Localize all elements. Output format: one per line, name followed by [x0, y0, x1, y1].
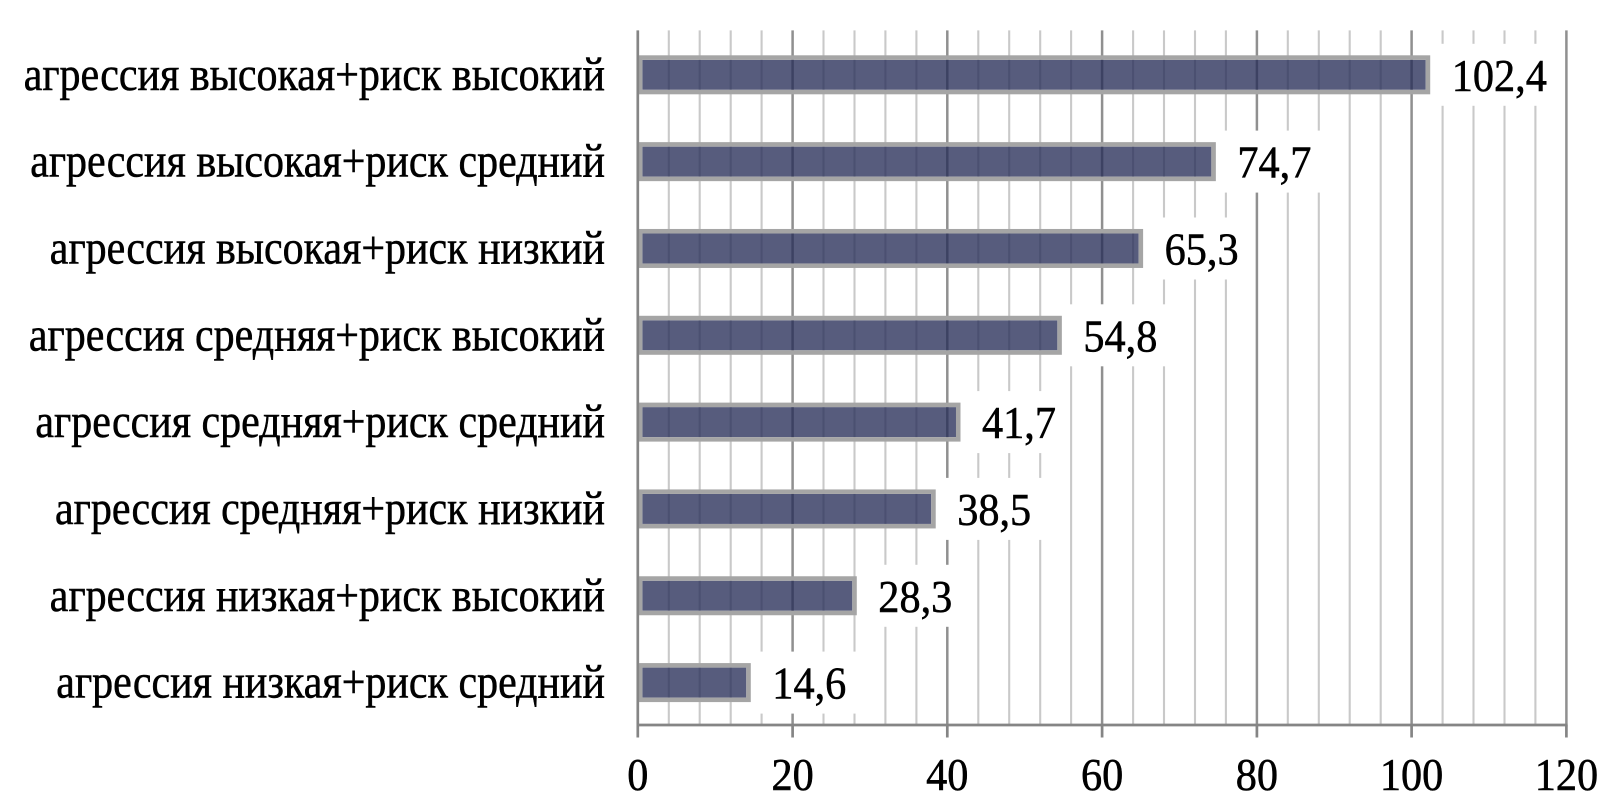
svg-text:40: 40: [926, 750, 968, 800]
svg-text:102,4: 102,4: [1452, 51, 1547, 101]
svg-text:0: 0: [627, 750, 648, 800]
svg-text:агрессия средняя+риск средний: агрессия средняя+риск средний: [35, 395, 605, 448]
svg-text:60: 60: [1081, 750, 1123, 800]
svg-text:80: 80: [1236, 750, 1278, 800]
svg-text:агрессия низкая+риск средний: агрессия низкая+риск средний: [56, 656, 605, 709]
svg-text:65,3: 65,3: [1165, 225, 1239, 275]
svg-text:54,8: 54,8: [1083, 311, 1157, 361]
svg-text:120: 120: [1535, 750, 1598, 800]
svg-text:74,7: 74,7: [1237, 138, 1311, 188]
svg-text:14,6: 14,6: [772, 659, 846, 709]
svg-text:20: 20: [771, 750, 813, 800]
svg-text:100: 100: [1380, 750, 1443, 800]
svg-text:агрессия средняя+риск высокий: агрессия средняя+риск высокий: [29, 308, 605, 361]
svg-text:28,3: 28,3: [878, 572, 952, 622]
svg-text:агрессия низкая+риск высокий: агрессия низкая+риск высокий: [50, 569, 605, 622]
svg-text:агрессия высокая+риск средний: агрессия высокая+риск средний: [30, 135, 605, 188]
svg-text:агрессия средняя+риск низкий: агрессия средняя+риск низкий: [55, 482, 605, 535]
svg-text:38,5: 38,5: [957, 485, 1031, 535]
svg-text:агрессия высокая+риск низкий: агрессия высокая+риск низкий: [50, 222, 605, 275]
svg-text:41,7: 41,7: [982, 398, 1056, 448]
svg-text:агрессия высокая+риск высокий: агрессия высокая+риск высокий: [24, 48, 605, 101]
